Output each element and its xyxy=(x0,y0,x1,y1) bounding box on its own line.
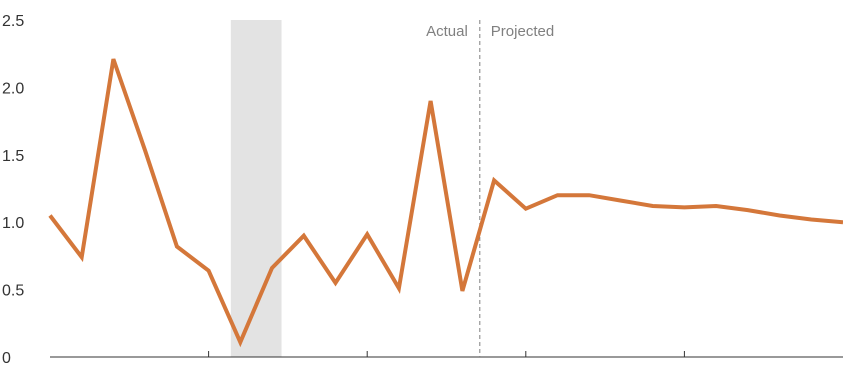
y-tick-label: 0.5 xyxy=(2,283,24,300)
y-tick-label: 2.5 xyxy=(2,13,24,30)
y-tick-label: 2.0 xyxy=(2,80,24,97)
y-axis: 0 0.5 1.0 1.5 2.0 2.5 xyxy=(2,13,24,367)
y-tick-label: 1.0 xyxy=(2,215,24,232)
series-group xyxy=(48,58,843,348)
y-tick-label: 0 xyxy=(2,350,11,367)
projected-label: Projected xyxy=(491,23,554,40)
x-axis-ticks xyxy=(208,351,685,357)
series-line xyxy=(48,58,843,348)
y-tick-label: 1.5 xyxy=(2,148,24,165)
actual-label: Actual xyxy=(426,23,468,40)
